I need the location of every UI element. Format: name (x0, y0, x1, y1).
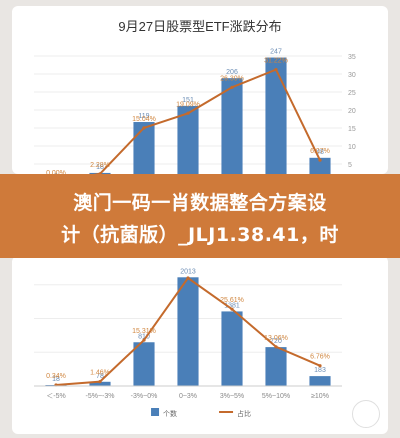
bar-value-label: 1381 (224, 302, 240, 309)
bar-value-label: 183 (314, 367, 326, 374)
headline-line-2: 计（抗菌版）_JLJ1.38.41，时 (61, 224, 339, 246)
share-point (318, 364, 322, 368)
legend-swatch-count (151, 408, 160, 416)
share-value-label: 25.61% (220, 297, 244, 304)
x-tick-label: 5%~10% (262, 393, 290, 400)
bar (221, 78, 243, 182)
x-tick-label: -3%~0% (131, 393, 158, 400)
bar (133, 342, 155, 386)
bar (221, 311, 243, 386)
headline-banner: 澳门一码一肖数据整合方案设 计（抗菌版）_JLJ1.38.41，时 (0, 174, 400, 258)
share-value-label: 15.04% (132, 116, 156, 123)
share-value-label: 6.07% (310, 148, 330, 155)
right-axis-tick-label: 25 (348, 90, 356, 97)
bar-value-label: 18 (96, 164, 104, 171)
x-tick-label: ≥10% (311, 393, 329, 400)
bar (89, 381, 111, 386)
chart-card-bottom: 18 78 810 2013 1381 720 183 0.34% 1.46% 15.31% 25.… (12, 250, 388, 434)
legend-label-share: 占比 (237, 409, 251, 418)
share-value-label: 6.76% (310, 354, 330, 361)
x-tick-label: ＜-5% (46, 393, 65, 400)
share-point (318, 158, 322, 162)
bar-value-label: 2013 (180, 268, 196, 275)
bar-value-label: 18 (52, 376, 60, 383)
share-value-label: 19.09% (176, 101, 200, 108)
right-axis-tick-label: 10 (348, 144, 356, 151)
right-axis-tick-label: 20 (348, 108, 356, 115)
share-value-label: 31.22% (264, 58, 288, 65)
right-axis-tick-label: 15 (348, 126, 356, 133)
bar-value-label: 810 (138, 333, 150, 340)
bar-value-label: 206 (226, 69, 238, 76)
legend-label-count: 个数 (163, 409, 177, 418)
bar-value-label: 720 (270, 338, 282, 345)
share-point (274, 345, 278, 349)
right-axis-tick-label: 35 (348, 54, 356, 61)
etf-distribution-chart-bottom: 18 78 810 2013 1381 720 183 0.34% 1.46% 15.31% 25.… (34, 250, 342, 418)
share-point (230, 307, 234, 311)
share-value-label: 1.46% (90, 370, 110, 377)
share-value-label: 15.31% (132, 328, 156, 335)
right-axis-tick-label: 5 (348, 162, 352, 169)
bar (177, 277, 199, 386)
share-value-label: 0.34% (46, 373, 66, 380)
x-tick-label: -5%~-3% (86, 393, 115, 400)
x-tick-label: 3%~5% (220, 393, 244, 400)
share-point (98, 380, 102, 384)
share-value-label: 26.30% (220, 75, 244, 82)
share-point (230, 85, 234, 89)
share-value-label: 2.28% (90, 162, 110, 169)
watermark-seal (352, 400, 380, 428)
bar (177, 105, 199, 182)
chart-title: 9月27日股票型ETF涨跌分布 (118, 19, 282, 34)
bar-value-label: 119 (138, 113, 149, 120)
etf-distribution-chart-top: 35302520151050018119151206247480.00%2.28… (34, 49, 356, 187)
bar-value-label: 247 (270, 49, 282, 56)
share-point (274, 68, 278, 72)
share-value-label: 0.00% (46, 170, 66, 177)
bar-value-label: 151 (182, 97, 194, 104)
headline-line-1: 澳门一码一肖数据整合方案设 (73, 192, 327, 214)
bar (133, 122, 155, 182)
right-axis-tick-label: 30 (348, 72, 356, 79)
bar-value-label: 48 (316, 149, 324, 156)
share-point (186, 111, 190, 115)
share-value-label: 13.06% (264, 335, 288, 342)
bar (265, 347, 287, 386)
chart-card-top: 9月27日股票型ETF涨跌分布 353025201510500181191512… (12, 6, 388, 187)
share-point (142, 126, 146, 130)
share-point (186, 276, 190, 280)
x-tick-label: 0~3% (179, 393, 197, 400)
bar (265, 57, 287, 182)
bar (309, 376, 331, 386)
share-point (142, 338, 146, 342)
bar-value-label: 78 (96, 373, 104, 380)
